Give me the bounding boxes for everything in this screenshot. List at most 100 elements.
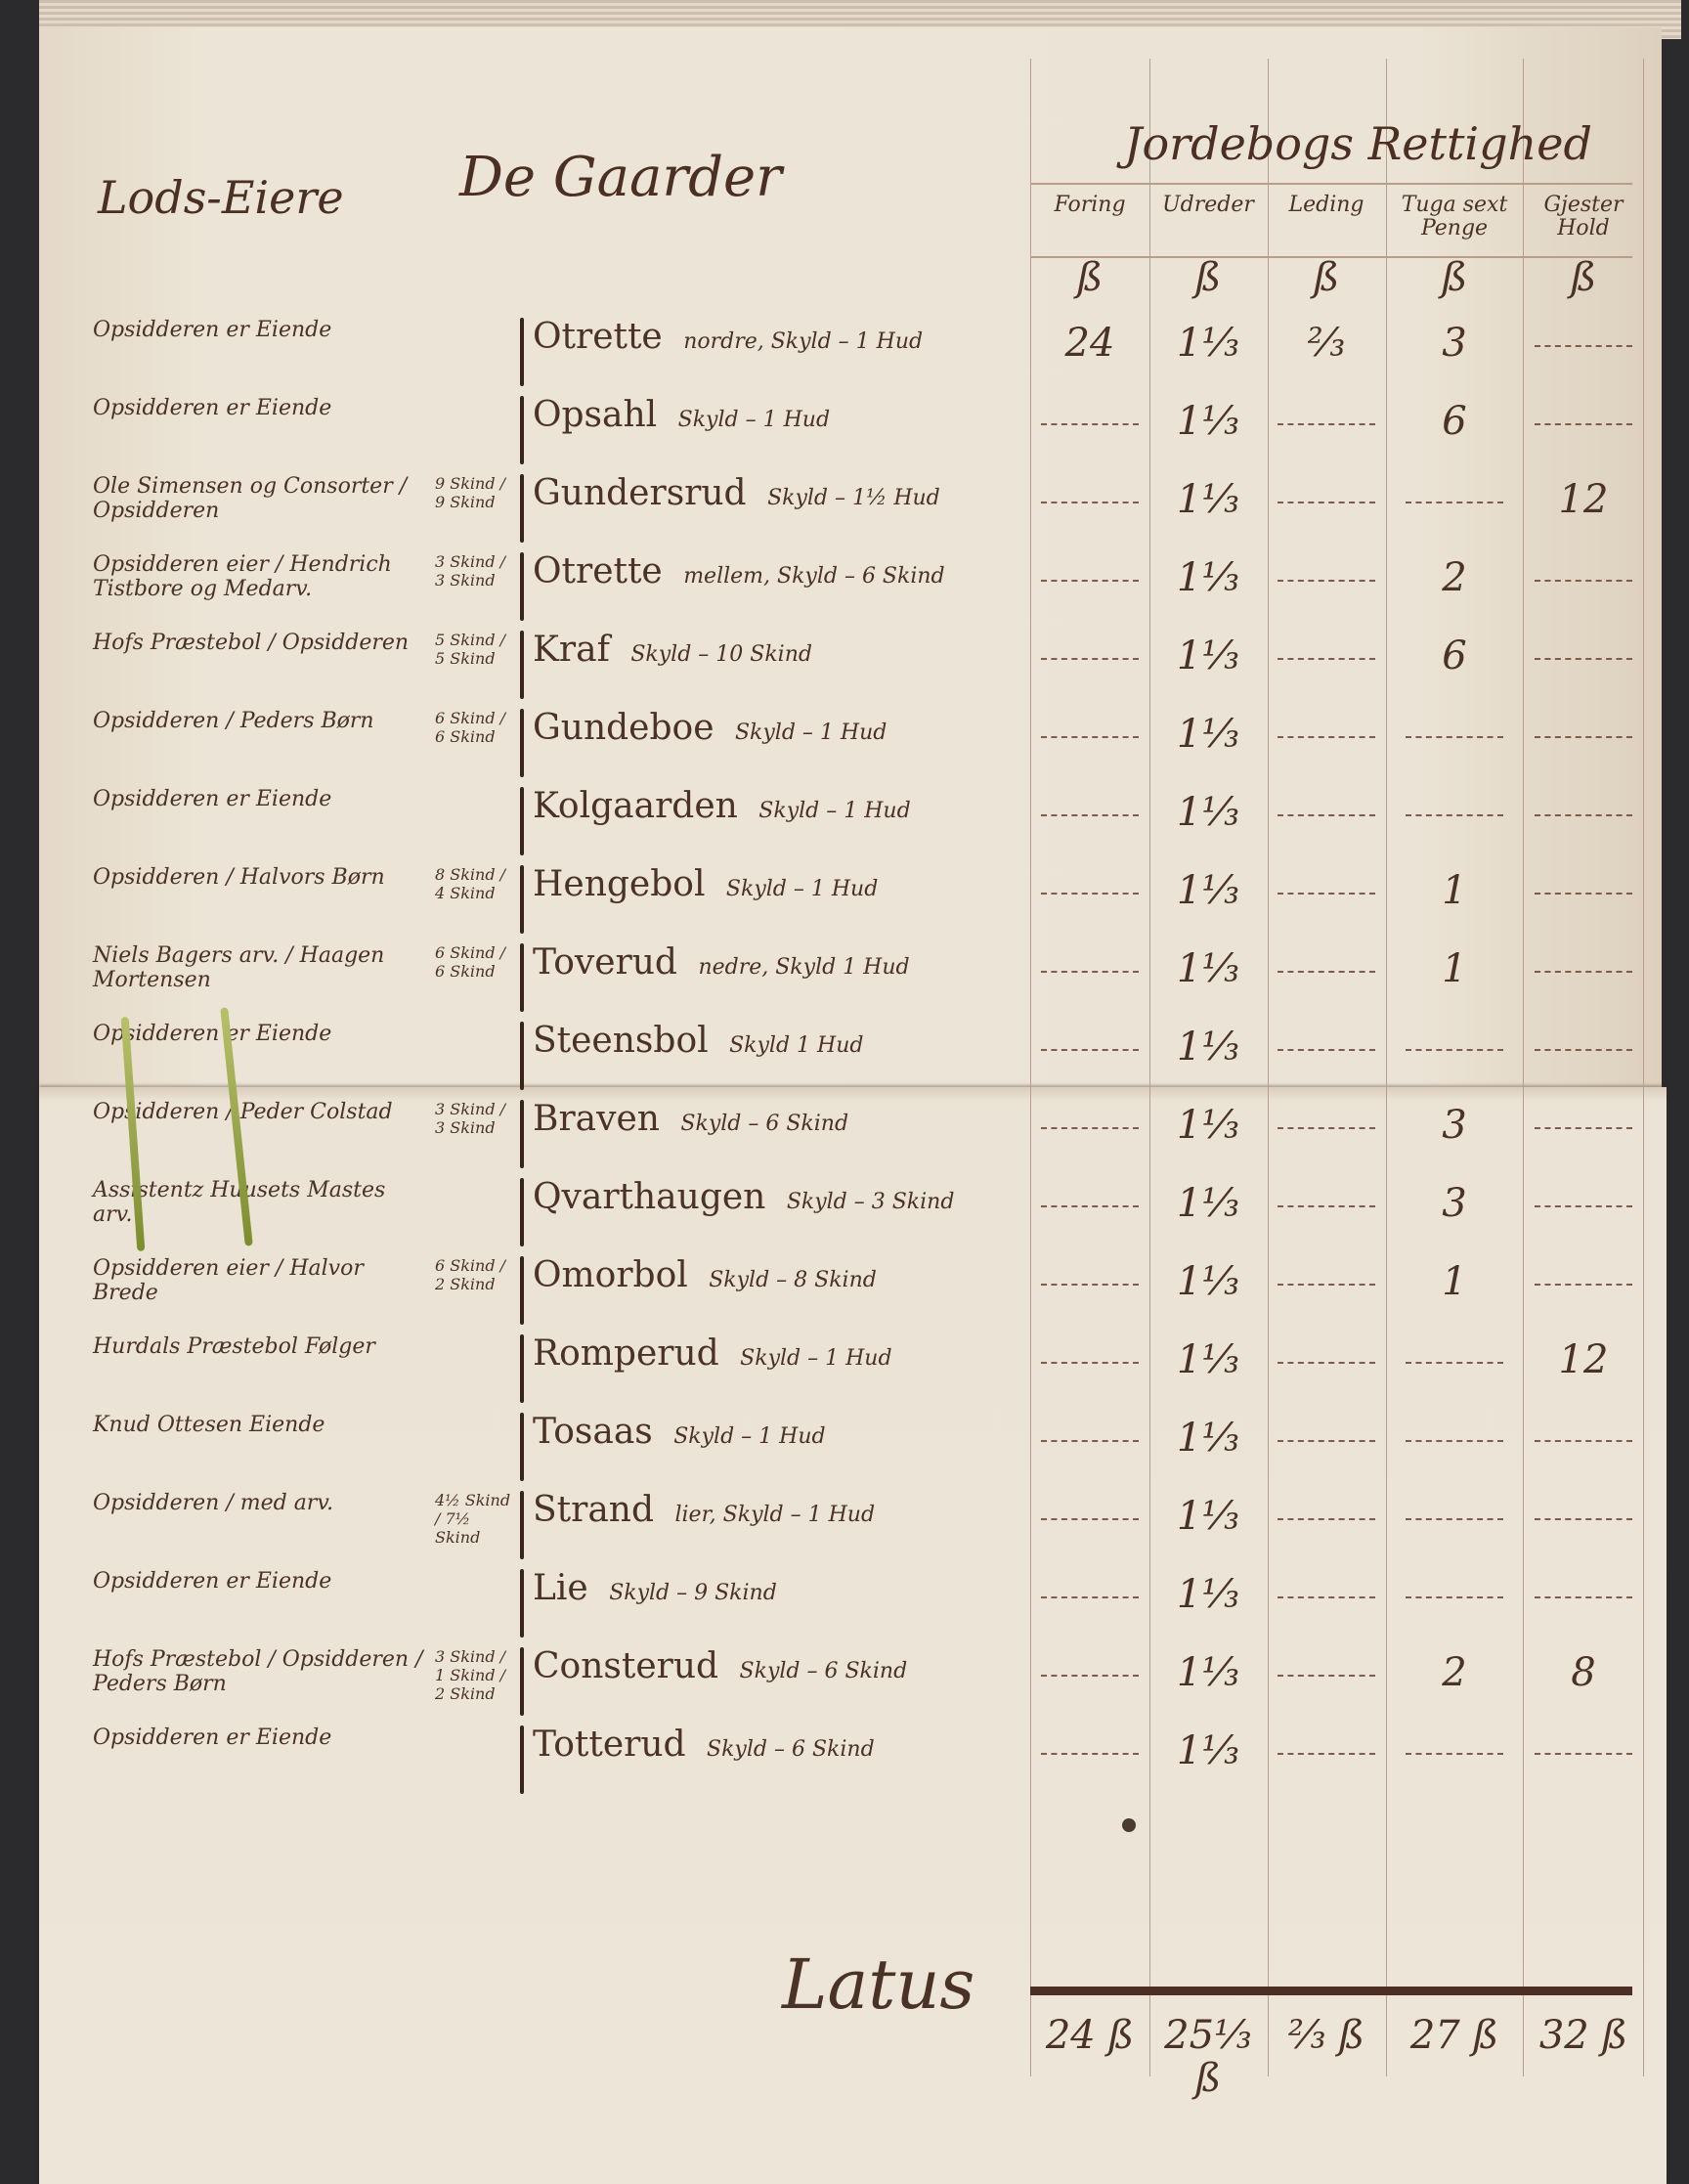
empty-cell: [1041, 893, 1139, 895]
owner-text: Knud Ottesen Eiende: [93, 1413, 325, 1437]
table-row: Opsidderen / med arv. 4½ Skind / 7½ Skind…: [0, 1491, 1662, 1567]
empty-cell: [1535, 1284, 1632, 1286]
owner-text: Opsidderen eier / Halvor Brede: [93, 1256, 364, 1305]
value-cell: 8: [1571, 1650, 1596, 1695]
value-cell: 1⅓: [1176, 633, 1240, 678]
value-cell: 1⅓: [1176, 1103, 1240, 1148]
farm-name-text: Gundeboe: [533, 708, 715, 748]
skyld-text: Skyld – 6 Skind: [739, 1659, 908, 1683]
empty-cell: [1278, 1362, 1375, 1364]
owner-text: Opsidderen er Eiende: [93, 1569, 332, 1594]
table-row: Hofs Præstebol / Opsidderen / Peders Bør…: [0, 1647, 1662, 1724]
empty-cell: [1535, 1440, 1632, 1442]
value-cell: 1⅓: [1176, 790, 1240, 835]
share-text: 3 Skind / 1 Skind / 2 Skind: [435, 1647, 506, 1703]
skyld-text: Skyld – 1 Hud: [725, 877, 879, 901]
value-cell: 1⅓: [1176, 1337, 1240, 1382]
value-cell: 3: [1442, 1103, 1467, 1148]
empty-cell: [1406, 502, 1503, 503]
ledger-page-lower: [39, 1087, 1667, 2184]
farm-name-text: Steensbol: [533, 1021, 709, 1061]
brace-mark: [520, 396, 524, 464]
empty-cell: [1535, 1596, 1632, 1598]
table-row: Knud Ottesen Eiende Tosaas Skyld – 1 Hud 1…: [0, 1413, 1662, 1489]
farm-name: Steensbol Skyld 1 Hud: [533, 1022, 1017, 1061]
empty-cell: [1278, 502, 1375, 503]
empty-cell: [1406, 1049, 1503, 1051]
table-row: Opsidderen eier / Halvor Brede 6 Skind / …: [0, 1256, 1662, 1332]
totals-label: Latus: [782, 1944, 975, 2025]
empty-cell: [1041, 1518, 1139, 1520]
column-rule: [1523, 59, 1524, 2076]
total-rule: [1030, 1987, 1632, 1995]
value-cell: 1⅓: [1176, 946, 1240, 991]
skyld-text: mellem, Skyld – 6 Skind: [683, 564, 945, 589]
farm-name-text: Romperud: [533, 1333, 719, 1374]
farm-name-text: Toverud: [533, 942, 677, 983]
skyld-text: Skyld – 1 Hud: [677, 408, 831, 432]
skyld-text: Skyld 1 Hud: [729, 1033, 864, 1058]
skyld-text: Skyld – 9 Skind: [609, 1581, 777, 1605]
column-header: Gjester Hold: [1543, 193, 1624, 240]
brace-mark: [520, 631, 524, 699]
owner-text: Opsidderen eier / Hendrich Tistbore og M…: [93, 552, 392, 601]
empty-cell: [1278, 423, 1375, 425]
table-row: Niels Bagers arv. / Haagen Mortensen 6 Sk…: [0, 943, 1662, 1020]
header-rule: [1030, 183, 1632, 185]
empty-cell: [1278, 971, 1375, 973]
empty-cell: [1278, 814, 1375, 816]
share-text: 6 Skind / 6 Skind: [435, 709, 506, 746]
value-cell: 1⅓: [1176, 321, 1240, 366]
farm-name: Otrette mellem, Skyld – 6 Skind: [533, 552, 1017, 591]
share-text: 5 Skind / 5 Skind: [435, 631, 506, 668]
farm-name: Gundeboe Skyld – 1 Hud: [533, 709, 1017, 748]
brace-mark: [520, 1178, 524, 1246]
brace-mark: [520, 1491, 524, 1559]
farm-name-text: Strand: [533, 1490, 655, 1530]
farm-name-text: Omorbol: [533, 1255, 688, 1295]
unit-label: ß: [1441, 255, 1468, 300]
column-header: Leding: [1288, 193, 1364, 217]
farm-name-text: Braven: [533, 1099, 660, 1139]
empty-cell: [1535, 971, 1632, 973]
brace-mark: [520, 1100, 524, 1168]
brace-mark: [520, 318, 524, 386]
empty-cell: [1041, 1362, 1139, 1364]
empty-cell: [1041, 658, 1139, 660]
brace-mark: [520, 1725, 524, 1794]
empty-cell: [1041, 1205, 1139, 1207]
empty-cell: [1278, 1284, 1375, 1286]
brace-mark: [520, 709, 524, 777]
value-cell: 2: [1442, 555, 1467, 600]
table-row: Opsidderen er Eiende Lie Skyld – 9 Skind 1…: [0, 1569, 1662, 1645]
farm-name-text: Otrette: [533, 551, 663, 591]
value-cell: 1⅓: [1176, 477, 1240, 522]
total-value: 27 ß: [1409, 2013, 1499, 2058]
value-cell: 1⅓: [1176, 1416, 1240, 1461]
farm-name: Kraf Skyld – 10 Skind: [533, 631, 1017, 670]
heading-farms: De Gaarder: [459, 146, 782, 209]
value-cell: 1⅓: [1176, 399, 1240, 444]
farm-name: Braven Skyld – 6 Skind: [533, 1100, 1017, 1139]
empty-cell: [1535, 814, 1632, 816]
heading-owners: Lods-Eiere: [98, 171, 344, 224]
owner-text: Opsidderen er Eiende: [93, 1022, 332, 1046]
farm-name: Qvarthaugen Skyld – 3 Skind: [533, 1178, 1017, 1217]
brace-mark: [520, 787, 524, 855]
total-value: ⅔ ß: [1287, 2013, 1365, 2058]
farm-name-text: Consterud: [533, 1646, 719, 1686]
empty-cell: [1278, 1205, 1375, 1207]
farm-name: Hengebol Skyld – 1 Hud: [533, 865, 1017, 904]
empty-cell: [1535, 658, 1632, 660]
farm-name: Omorbol Skyld – 8 Skind: [533, 1256, 1017, 1295]
empty-cell: [1535, 893, 1632, 895]
skyld-text: Skyld – 6 Skind: [680, 1112, 849, 1136]
value-cell: 1⅓: [1176, 1259, 1240, 1304]
empty-cell: [1535, 1753, 1632, 1755]
share-text: 4½ Skind / 7½ Skind: [435, 1491, 511, 1547]
value-cell: 12: [1558, 1337, 1609, 1382]
empty-cell: [1535, 736, 1632, 738]
empty-cell: [1535, 1518, 1632, 1520]
unit-label: ß: [1194, 255, 1222, 300]
farm-name-text: Kolgaarden: [533, 786, 738, 826]
